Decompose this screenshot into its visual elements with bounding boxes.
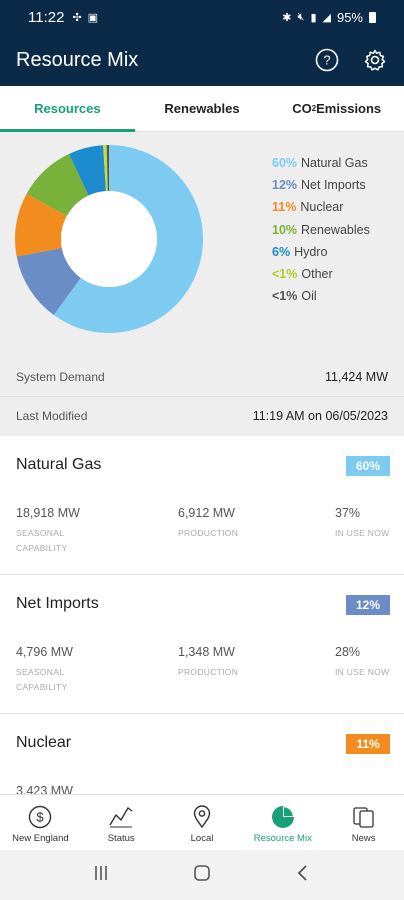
recent-apps-button[interactable] xyxy=(91,863,111,888)
nav-new-england[interactable]: $ New England xyxy=(0,795,81,850)
legend-item: 6% Hydro xyxy=(272,244,328,259)
news-pages-icon xyxy=(352,807,374,828)
signal-icon: ◢ xyxy=(322,11,331,24)
card-title: Natural Gas xyxy=(16,456,102,473)
legend-item: 12% Net Imports xyxy=(272,178,366,193)
legend-item: <1% Other xyxy=(272,267,333,282)
gear-icon xyxy=(364,49,386,71)
home-icon xyxy=(194,864,210,881)
fan-icon: ✣ xyxy=(72,11,82,24)
system-navigation-bar xyxy=(0,850,404,900)
tab-renewables[interactable]: Renewables xyxy=(164,101,240,116)
nav-resource-mix[interactable]: Resource Mix xyxy=(242,795,323,850)
nav-local[interactable]: Local xyxy=(162,795,243,850)
percent-badge: 12% xyxy=(346,595,390,615)
svg-text:$: $ xyxy=(37,810,45,825)
donut-slice-nuclear[interactable] xyxy=(15,193,67,257)
legend-item: 10% Renewables xyxy=(272,222,370,237)
nav-status[interactable]: Status xyxy=(81,795,162,850)
donut-slice-hydro[interactable] xyxy=(68,145,106,196)
tab-co2-emissions[interactable]: CO 2 Emissions xyxy=(292,101,382,116)
donut-slice-natural-gas[interactable] xyxy=(53,145,204,333)
system-demand-label: System Demand xyxy=(16,370,105,384)
seasonal-capability-value: 18,918 MW xyxy=(16,506,80,520)
card-title: Net Imports xyxy=(16,595,99,612)
resource-donut-chart[interactable] xyxy=(14,144,204,334)
pie-chart-icon xyxy=(271,806,294,828)
page-title: Resource Mix xyxy=(16,48,139,71)
last-modified-row: Last Modified 11:19 AM on 06/05/2023 xyxy=(0,396,404,434)
tab-bar: Resources Renewables CO 2 Emissions xyxy=(0,86,404,132)
last-modified-value: 11:19 AM on 06/05/2023 xyxy=(252,408,388,423)
back-button[interactable] xyxy=(293,863,313,888)
card-title: Nuclear xyxy=(16,734,72,751)
resource-card-natural-gas[interactable]: Natural Gas 60% 18,918 MW SEASONAL CAPABI… xyxy=(0,436,404,575)
percent-badge: 11% xyxy=(346,734,390,754)
seasonal-capability-value: 4,796 MW xyxy=(16,645,73,659)
tab-resources[interactable]: Resources xyxy=(0,86,135,132)
chart-legend: 60% Natural Gas 12% Net Imports 11% Nuclear… xyxy=(272,152,370,307)
donut-slice-renewables[interactable] xyxy=(26,153,89,216)
last-modified-label: Last Modified xyxy=(16,408,88,423)
battery-icon xyxy=(369,11,376,23)
donut-center xyxy=(61,191,157,287)
settings-button[interactable] xyxy=(362,47,388,73)
gallery-icon: ▣ xyxy=(87,11,99,24)
battery-percent: 95% xyxy=(336,9,363,25)
legend-item: <1% Oil xyxy=(272,289,317,304)
back-icon xyxy=(298,864,307,881)
help-button[interactable]: ? xyxy=(314,47,340,73)
nav-news[interactable]: News xyxy=(323,795,404,850)
donut-slice-net-imports[interactable] xyxy=(16,247,81,316)
donut-slice-oil[interactable] xyxy=(106,145,109,192)
app-bar: Resource Mix ? xyxy=(0,34,404,86)
home-button[interactable] xyxy=(192,863,212,888)
resource-card-list[interactable]: Natural Gas 60% 18,918 MW SEASONAL CAPABI… xyxy=(0,436,404,794)
legend-item: 11% Nuclear xyxy=(272,200,344,215)
bluetooth-icon: ✱ xyxy=(282,11,292,24)
resource-overview: 60% Natural Gas 12% Net Imports 11% Nuclear… xyxy=(0,132,404,436)
bottom-navigation: $ New England Status Local Resource Mix … xyxy=(0,794,404,850)
legend-item: 60% Natural Gas xyxy=(272,156,368,171)
status-time: 11:22 xyxy=(28,8,65,26)
help-icon: ? xyxy=(315,48,339,72)
production-value: 1,348 MW xyxy=(178,645,235,659)
production-value: 6,912 MW xyxy=(178,506,235,520)
lte-icon: ▮ xyxy=(310,11,317,24)
in-use-value: 28% xyxy=(335,645,361,659)
seasonal-capability-value: 3,423 MW xyxy=(16,784,73,794)
status-bar: 11:22 ✣ ▣ ✱ 🔇︎ ▮ ◢ 95% xyxy=(0,0,404,34)
system-demand-row: System Demand 11,424 MW xyxy=(0,358,404,396)
mute-icon: 🔇︎ xyxy=(297,10,305,23)
map-pin-icon xyxy=(193,805,211,829)
dollar-circle-icon: $ xyxy=(29,805,52,829)
resource-card-net-imports[interactable]: Net Imports 12% 4,796 MW SEASONAL CAPABIL… xyxy=(0,575,404,714)
trend-line-icon xyxy=(109,806,133,828)
system-demand-value: 11,424 MW xyxy=(325,370,388,384)
recent-apps-icon xyxy=(94,865,107,880)
donut-slice-other[interactable] xyxy=(103,145,108,192)
percent-badge: 60% xyxy=(346,456,390,476)
in-use-value: 37% xyxy=(335,506,361,520)
svg-text:?: ? xyxy=(323,53,330,68)
resource-card-nuclear[interactable]: Nuclear 11% 3,423 MW xyxy=(0,714,404,794)
